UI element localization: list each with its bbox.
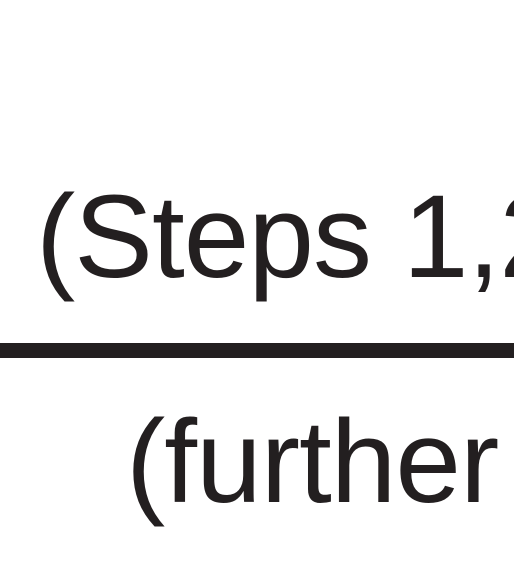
- lower-text-label: (further: [126, 396, 499, 528]
- upper-text-label: (Steps 1,2: [36, 171, 514, 303]
- divider-line: [0, 343, 514, 358]
